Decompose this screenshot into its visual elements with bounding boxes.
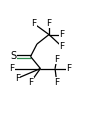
Text: F: F bbox=[54, 55, 59, 64]
Text: F: F bbox=[28, 78, 33, 87]
Text: S: S bbox=[10, 52, 16, 62]
Text: F: F bbox=[31, 19, 36, 28]
Text: F: F bbox=[46, 19, 52, 28]
Text: F: F bbox=[59, 30, 64, 39]
Text: F: F bbox=[9, 64, 14, 73]
Text: F: F bbox=[59, 42, 64, 51]
Text: F: F bbox=[54, 78, 59, 87]
Text: F: F bbox=[66, 64, 71, 73]
Text: F: F bbox=[15, 74, 20, 83]
